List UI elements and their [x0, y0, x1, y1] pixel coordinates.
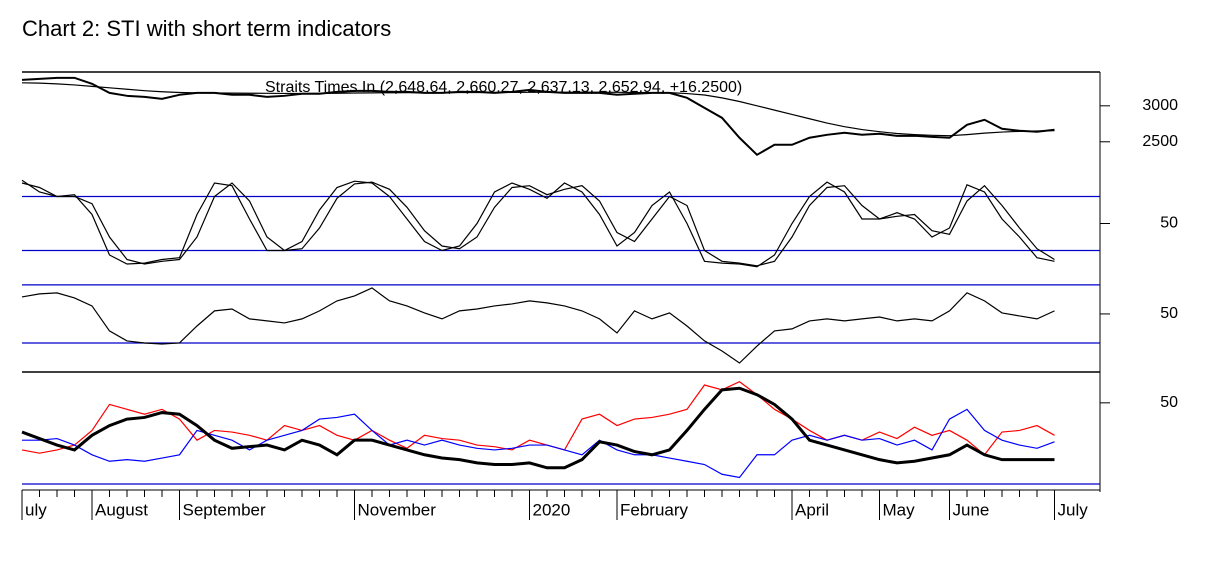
- series-line: [21, 381, 1055, 456]
- y-tick-label: 50: [1160, 215, 1178, 232]
- x-tick-label: July: [1058, 500, 1089, 519]
- x-tick-label: May: [883, 500, 916, 519]
- x-tick-label: April: [795, 500, 829, 519]
- x-tick-label: June: [953, 500, 990, 519]
- y-tick-label: 2500: [1142, 133, 1178, 150]
- series-line: [21, 287, 1055, 364]
- y-tick-label: 3000: [1142, 97, 1178, 114]
- y-tick-label: 50: [1160, 305, 1178, 322]
- x-tick-label: February: [620, 500, 689, 519]
- x-tick-label: November: [358, 500, 437, 519]
- series-line: [22, 408, 1055, 479]
- x-tick-label: 2020: [533, 500, 571, 519]
- page-title: Chart 2: STI with short term indicators: [22, 16, 391, 41]
- series-line: [21, 82, 1055, 137]
- x-tick-label: uly: [25, 500, 47, 519]
- y-tick-label: 50: [1160, 394, 1178, 411]
- x-tick-label: September: [183, 500, 266, 519]
- x-tick-label: August: [95, 500, 148, 519]
- series-line: [21, 181, 1055, 267]
- panel-title: Straits Times In (2,648.64, 2,660.27, 2,…: [265, 79, 742, 96]
- series-line: [21, 386, 1055, 470]
